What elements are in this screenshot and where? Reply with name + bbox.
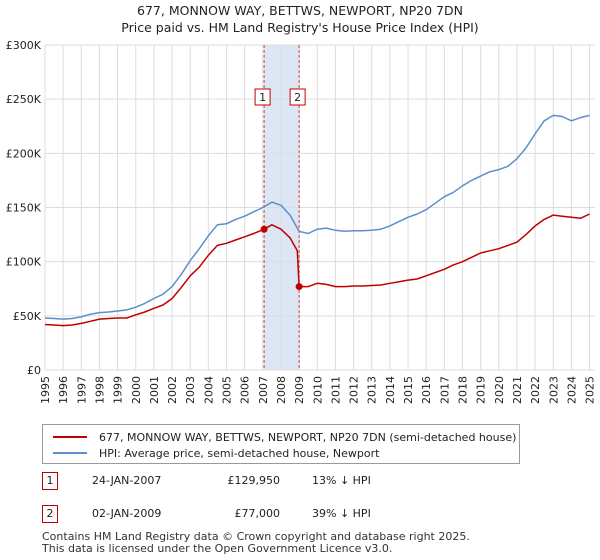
x-tick-label: 2014 <box>384 376 397 404</box>
series-line-hpi <box>44 114 590 320</box>
legend-item-hpi: HPI: Average price, semi-detached house,… <box>53 445 379 461</box>
x-tick-label: 2001 <box>148 376 161 404</box>
price-chart: 1 2 £0 £50K £100K £150K £200K £250K £300K 1995 199… <box>6 39 597 404</box>
y-tick-label: £0 <box>27 364 41 377</box>
x-tick-label: 2015 <box>402 376 415 404</box>
chart-subtitle: Price paid vs. HM Land Registry's House … <box>121 20 479 35</box>
footer-copyright: Contains HM Land Registry data © Crown c… <box>42 530 470 543</box>
x-tick-label: 2022 <box>529 376 542 404</box>
x-tick-label: 2005 <box>221 376 234 404</box>
x-tick-label: 2009 <box>293 376 306 404</box>
x-tick-label: 1999 <box>112 376 125 404</box>
x-tick-label: 2010 <box>311 376 324 404</box>
chart-title-block: 677, MONNOW WAY, BETTWS, NEWPORT, NP20 7… <box>0 2 600 36</box>
x-tick-label: 2008 <box>275 376 288 404</box>
x-tick-label: 2003 <box>184 376 197 404</box>
x-tick-label: 2023 <box>547 376 560 404</box>
sale-point <box>260 225 268 233</box>
y-tick-label: £50K <box>13 310 42 323</box>
x-tick-label: 2012 <box>348 376 361 404</box>
x-tick-label: 1995 <box>39 376 52 404</box>
y-tick-label: £100K <box>6 256 42 269</box>
legend-swatch-price-paid <box>53 436 87 438</box>
transaction-badge: 1 <box>42 472 58 490</box>
x-tick-label: 2020 <box>493 376 506 404</box>
x-tick-label: 2021 <box>511 376 524 404</box>
sale-label-text: 1 <box>259 91 266 104</box>
x-tick-label: 2018 <box>456 376 469 404</box>
sale-label-box <box>254 88 271 106</box>
transaction-hpi-diff: 13% ↓ HPI <box>312 474 371 487</box>
chart-title: 677, MONNOW WAY, BETTWS, NEWPORT, NP20 7… <box>137 3 463 18</box>
legend-label-hpi: HPI: Average price, semi-detached house,… <box>99 446 380 460</box>
series-line-price-paid <box>44 213 590 327</box>
x-tick-label: 2002 <box>166 376 179 404</box>
legend: 677, MONNOW WAY, BETTWS, NEWPORT, NP20 7… <box>42 424 520 464</box>
y-tick-label: £250K <box>6 93 42 106</box>
y-tick-label: £300K <box>6 39 42 52</box>
x-tick-label: 1996 <box>57 376 70 404</box>
legend-label-price-paid: 677, MONNOW WAY, BETTWS, NEWPORT, NP20 7… <box>99 430 517 444</box>
x-tick-label: 1998 <box>93 376 106 404</box>
y-tick-label: £150K <box>6 202 42 215</box>
sale-point <box>295 283 303 291</box>
y-tick-label: £200K <box>6 147 42 160</box>
x-tick-label: 2017 <box>438 376 451 404</box>
x-tick-label: 2004 <box>202 376 215 404</box>
x-tick-label: 2006 <box>239 376 252 404</box>
x-tick-label: 2025 <box>584 376 597 404</box>
x-tick-label: 2011 <box>329 376 342 404</box>
transaction-hpi-diff: 39% ↓ HPI <box>312 507 371 520</box>
transaction-date: 02-JAN-2009 <box>92 507 162 520</box>
footer: Contains HM Land Registry data © Crown c… <box>42 531 470 555</box>
x-tick-label: 2007 <box>257 376 270 404</box>
x-tick-label: 2013 <box>366 376 379 404</box>
x-tick-label: 2019 <box>475 376 488 404</box>
x-tick-label: 2000 <box>130 376 143 404</box>
x-tick-label: 1997 <box>75 376 88 404</box>
legend-swatch-hpi <box>53 452 87 454</box>
legend-item-price-paid: 677, MONNOW WAY, BETTWS, NEWPORT, NP20 7… <box>53 429 516 445</box>
transaction-date: 24-JAN-2007 <box>92 474 162 487</box>
transaction-price: £77,000 <box>234 507 281 520</box>
transaction-price: £129,950 <box>227 474 281 487</box>
x-tick-label: 2016 <box>420 376 433 404</box>
footer-licence: This data is licensed under the Open Gov… <box>42 542 393 555</box>
sale-label-text: 2 <box>294 91 301 104</box>
sale-label-box <box>289 88 306 106</box>
transaction-badge: 2 <box>42 505 58 523</box>
x-tick-label: 2024 <box>565 376 578 404</box>
